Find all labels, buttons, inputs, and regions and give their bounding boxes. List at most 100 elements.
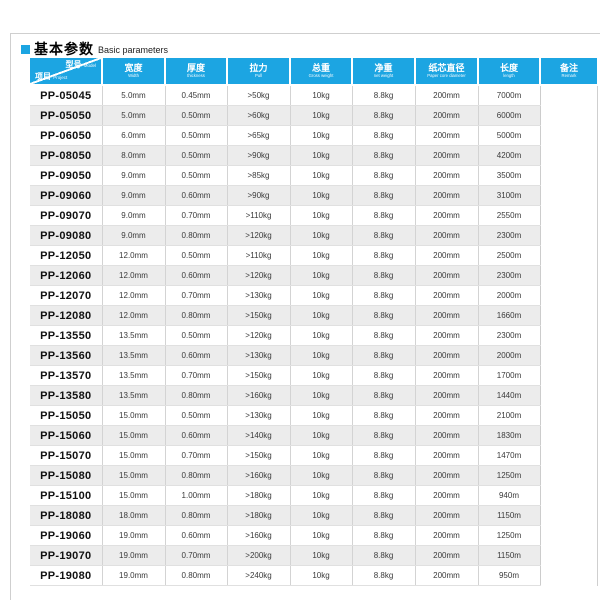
header-row: 型号 Model 项目 Project 宽度 Width 厚度 thicknes… — [30, 58, 597, 86]
value-cell: 9.0mm — [101, 225, 165, 246]
value-cell: 200mm — [414, 185, 478, 206]
table-row: PP-12060 12.0mm 0.60mm >120kg 10kg 8.8kg 200mm… — [30, 265, 598, 286]
value-cell: 1470m — [477, 445, 540, 466]
model-cell: PP-15050 — [30, 405, 102, 426]
model-cell: PP-12070 — [30, 285, 102, 306]
value-cell: 5000m — [477, 125, 540, 146]
model-cell: PP-05050 — [30, 105, 102, 126]
value-cell: 0.80mm — [164, 505, 227, 526]
value-cell: 15.0mm — [101, 485, 165, 506]
value-cell: 19.0mm — [101, 525, 165, 546]
value-cell: 10kg — [289, 265, 352, 286]
value-cell: >120kg — [226, 325, 290, 346]
value-cell: 0.60mm — [164, 425, 227, 446]
value-cell: 12.0mm — [101, 285, 165, 306]
value-cell: 10kg — [289, 405, 352, 426]
value-cell: 9.0mm — [101, 165, 165, 186]
model-cell: PP-18080 — [30, 505, 102, 526]
table-row: PP-05045 5.0mm 0.45mm >50kg 10kg 8.8kg 200mm 70… — [30, 85, 598, 106]
value-cell: 0.80mm — [164, 225, 227, 246]
value-cell: 10kg — [289, 485, 352, 506]
value-cell: 18.0mm — [101, 505, 165, 526]
header-project-zh: 项目 — [35, 72, 51, 81]
value-cell: 200mm — [414, 225, 478, 246]
value-cell: 0.50mm — [164, 105, 227, 126]
value-cell: 8.8kg — [351, 465, 415, 486]
value-cell: 13.5mm — [101, 345, 165, 366]
value-cell: 8.8kg — [351, 325, 415, 346]
value-cell: >160kg — [226, 385, 290, 406]
header-remark-en: Remark — [561, 73, 577, 79]
value-cell: 0.80mm — [164, 385, 227, 406]
value-cell: 1830m — [477, 425, 540, 446]
model-cell: PP-13560 — [30, 345, 102, 366]
value-cell: 0.60mm — [164, 525, 227, 546]
value-cell: 15.0mm — [101, 425, 165, 446]
value-cell: 200mm — [414, 285, 478, 306]
value-cell: 200mm — [414, 325, 478, 346]
value-cell: >120kg — [226, 265, 290, 286]
remark-cell — [539, 265, 598, 286]
value-cell: 1660m — [477, 305, 540, 326]
value-cell: 0.60mm — [164, 345, 227, 366]
value-cell: 8.8kg — [351, 145, 415, 166]
value-cell: 1700m — [477, 365, 540, 386]
value-cell: >110kg — [226, 245, 290, 266]
value-cell: 10kg — [289, 425, 352, 446]
value-cell: 15.0mm — [101, 445, 165, 466]
model-cell: PP-15080 — [30, 465, 102, 486]
remark-cell — [539, 145, 598, 166]
model-cell: PP-13580 — [30, 385, 102, 406]
table-row: PP-19080 19.0mm 0.80mm >240kg 10kg 8.8kg 200mm… — [30, 565, 598, 586]
table-row: PP-06050 6.0mm 0.50mm >65kg 10kg 8.8kg 200mm 50… — [30, 125, 598, 146]
header-length-en: length — [503, 73, 515, 79]
remark-cell — [539, 445, 598, 466]
model-cell: PP-13570 — [30, 365, 102, 386]
remark-cell — [539, 385, 598, 406]
model-cell: PP-19060 — [30, 525, 102, 546]
table-row: PP-15100 15.0mm 1.00mm >180kg 10kg 8.8kg 200mm… — [30, 485, 598, 506]
model-cell: PP-15060 — [30, 425, 102, 446]
value-cell: 200mm — [414, 425, 478, 446]
value-cell: 10kg — [289, 445, 352, 466]
model-cell: PP-12080 — [30, 305, 102, 326]
value-cell: 8.8kg — [351, 565, 415, 586]
value-cell: >200kg — [226, 545, 290, 566]
value-cell: >130kg — [226, 285, 290, 306]
table-row: PP-15080 15.0mm 0.80mm >160kg 10kg 8.8kg 200mm… — [30, 465, 598, 486]
value-cell: 4200m — [477, 145, 540, 166]
header-net-weight-en: net weight — [373, 73, 394, 79]
value-cell: >160kg — [226, 465, 290, 486]
value-cell: 10kg — [289, 205, 352, 226]
model-cell: PP-12060 — [30, 265, 102, 286]
value-cell: 200mm — [414, 85, 478, 106]
value-cell: 10kg — [289, 105, 352, 126]
value-cell: 8.8kg — [351, 385, 415, 406]
header-cell-remark: 备注 Remark — [539, 58, 597, 86]
value-cell: 8.8kg — [351, 425, 415, 446]
value-cell: 10kg — [289, 525, 352, 546]
table-row: PP-13580 13.5mm 0.80mm >160kg 10kg 8.8kg 200mm… — [30, 385, 598, 406]
value-cell: 200mm — [414, 165, 478, 186]
value-cell: 200mm — [414, 485, 478, 506]
value-cell: >120kg — [226, 225, 290, 246]
remark-cell — [539, 425, 598, 446]
header-model-en: Model — [83, 63, 96, 68]
value-cell: 10kg — [289, 245, 352, 266]
value-cell: 10kg — [289, 305, 352, 326]
value-cell: 15.0mm — [101, 405, 165, 426]
value-cell: >90kg — [226, 185, 290, 206]
value-cell: 10kg — [289, 185, 352, 206]
header-cell-gross-weight: 总重 Gross weight — [289, 58, 352, 86]
header-remark-zh: 备注 — [559, 63, 578, 73]
value-cell: >180kg — [226, 485, 290, 506]
value-cell: 10kg — [289, 565, 352, 586]
model-cell: PP-19070 — [30, 545, 102, 566]
section-title-zh: 基本参数 — [34, 41, 94, 57]
model-cell: PP-09070 — [30, 205, 102, 226]
table-row: PP-13570 13.5mm 0.70mm >150kg 10kg 8.8kg 200mm… — [30, 365, 598, 386]
remark-cell — [539, 565, 598, 586]
value-cell: 3500m — [477, 165, 540, 186]
table-row: PP-13550 13.5mm 0.50mm >120kg 10kg 8.8kg 200mm… — [30, 325, 598, 346]
